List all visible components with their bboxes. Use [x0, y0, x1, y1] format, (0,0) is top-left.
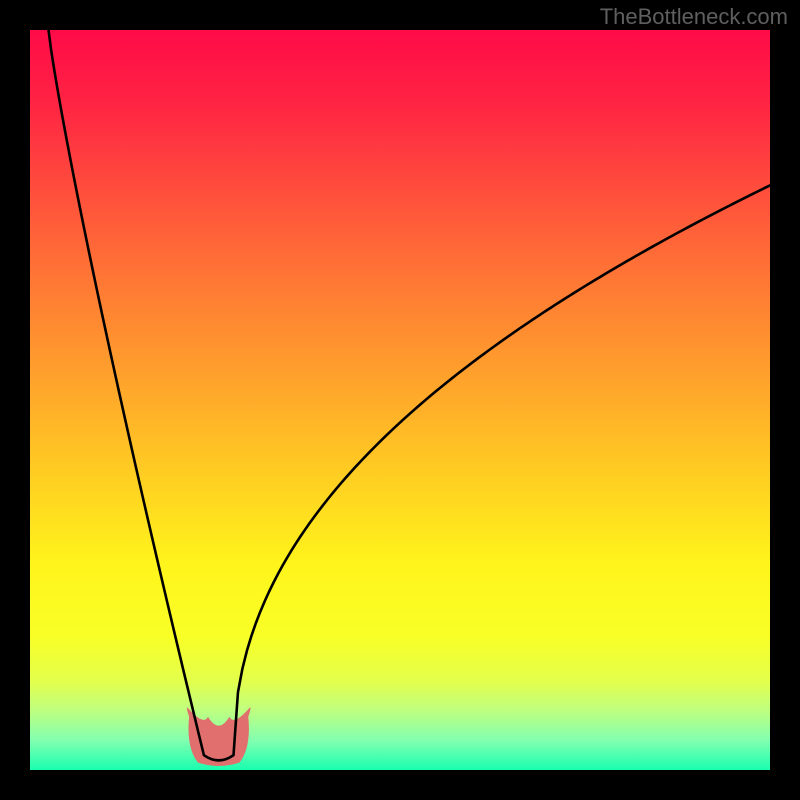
chart-container: TheBottleneck.com: [0, 0, 800, 800]
gradient-background: [30, 30, 770, 770]
bottleneck-curve-chart: [30, 30, 770, 770]
plot-frame: [30, 30, 770, 770]
watermark-text: TheBottleneck.com: [600, 4, 788, 30]
